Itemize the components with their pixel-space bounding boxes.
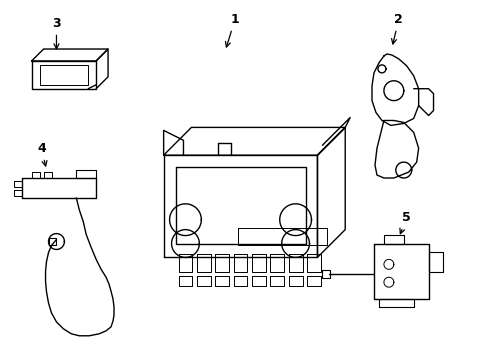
Text: 3: 3 [52,17,61,49]
Text: 5: 5 [399,211,410,234]
Text: 1: 1 [225,13,239,47]
Text: 2: 2 [391,13,402,44]
Text: 4: 4 [37,142,47,166]
